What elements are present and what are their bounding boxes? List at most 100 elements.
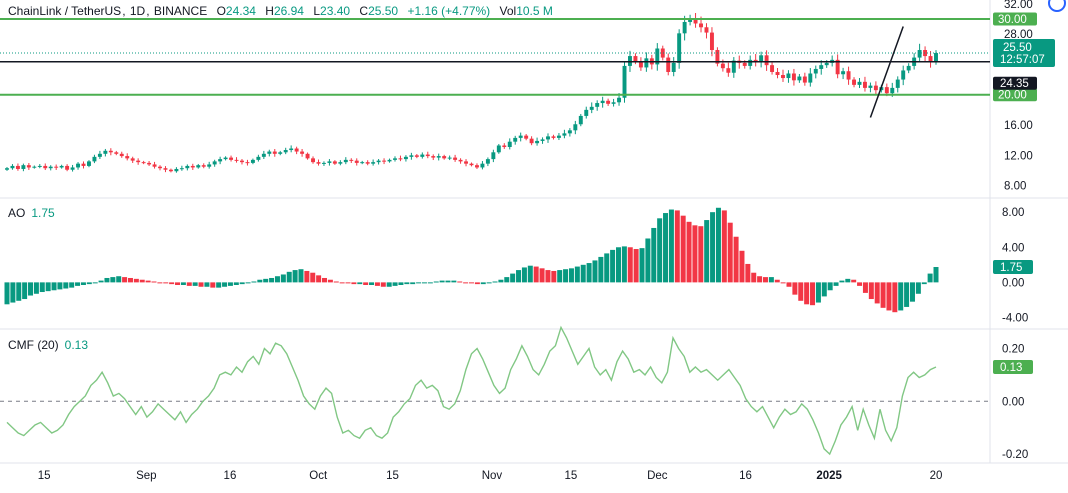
ao-bar (280, 274, 286, 283)
ao-bar (545, 270, 551, 283)
ao-bar (886, 282, 892, 311)
candle-body (638, 61, 643, 68)
ao-bar (580, 264, 586, 283)
ao-bar (674, 210, 680, 283)
time-tick-label: 20 (930, 470, 943, 482)
candle-body (15, 165, 20, 169)
ao-bar (63, 282, 69, 289)
candle-body (496, 145, 501, 153)
ao-bar (604, 253, 610, 283)
ao-bar (768, 277, 774, 283)
candle-body (21, 165, 26, 169)
support-price-label: 20.00 (998, 90, 1027, 102)
candle-body (753, 59, 758, 63)
candle-body (480, 163, 485, 168)
ao-bar (668, 209, 674, 283)
ao-bar (186, 282, 192, 286)
candle-body (846, 71, 851, 80)
ao-bar (692, 225, 698, 283)
candle-body (546, 136, 550, 140)
ao-bar (351, 282, 357, 285)
ao-bar (427, 282, 433, 284)
ao-bar (563, 269, 569, 283)
ao-bar (339, 282, 345, 284)
candle-body (464, 161, 469, 164)
candle-body (5, 168, 9, 170)
candle-body (628, 56, 632, 66)
ao-bar (69, 282, 75, 288)
ao-bar (122, 277, 128, 283)
ao-bar (568, 268, 574, 283)
ao-bar (663, 213, 669, 283)
ao-title[interactable]: AO 1.75 (8, 206, 55, 220)
ao-bar (404, 282, 410, 285)
time-tick-label: Oct (309, 470, 328, 482)
candle-body (562, 133, 567, 136)
ao-bar (909, 282, 915, 302)
time-tick-label: Sep (136, 470, 156, 482)
ao-bar (98, 280, 104, 283)
cmf-name: CMF (20) (8, 338, 59, 352)
change-value: +1.16 (+4.77%) (407, 4, 491, 18)
ao-tick-label: 0.00 (1002, 277, 1024, 289)
price-tick-label: 8.00 (1004, 181, 1026, 193)
candle-body (895, 79, 900, 88)
support-price-label-bg (993, 88, 1037, 102)
candle-body (507, 141, 512, 147)
ao-bar (715, 207, 721, 283)
ao-bar (33, 282, 39, 294)
ao-bar (510, 273, 516, 283)
candle-body (338, 162, 343, 164)
ao-bar (304, 270, 310, 283)
ao-bar (868, 282, 874, 300)
ao-tick-label: -4.00 (1002, 312, 1028, 324)
candle-body (917, 50, 922, 58)
candle-body (234, 159, 239, 161)
candle-body (32, 166, 37, 168)
candle-body (289, 148, 294, 151)
candle-body (731, 60, 736, 73)
candle-body (502, 145, 507, 147)
candle-body (136, 160, 141, 163)
ao-bar (592, 260, 598, 283)
candle-body (513, 137, 518, 142)
candle-body (92, 156, 97, 162)
candle-body (600, 100, 605, 104)
price-tick-label: 28.00 (1004, 29, 1033, 41)
exchange: BINANCE (153, 4, 208, 18)
ao-bar (821, 282, 827, 297)
candle-body (278, 152, 283, 154)
candle-body (179, 168, 184, 170)
candle-body (529, 138, 534, 144)
ao-bar (292, 270, 298, 283)
time-tick-label: 16 (224, 470, 237, 482)
candle-body (354, 160, 359, 163)
ao-bar (298, 269, 304, 283)
status-circle-icon[interactable] (1048, 0, 1066, 12)
candle-body (704, 27, 709, 33)
candle-body (125, 156, 130, 159)
cmf-line (6, 325, 937, 456)
symbol-name[interactable]: ChainLink / TetherUS (8, 4, 122, 18)
interval[interactable]: 1D (129, 4, 146, 18)
time-tick-label: 16 (739, 470, 752, 482)
ao-bar (833, 282, 839, 286)
time-tick-label: 2025 (816, 470, 842, 482)
candle-body (387, 159, 392, 162)
ao-bar (880, 282, 886, 308)
candle-body (606, 100, 611, 104)
price-tick-label: 16.00 (1004, 120, 1033, 132)
candle-body (141, 162, 146, 164)
candle-body (742, 62, 747, 66)
ao-bar (727, 222, 733, 283)
candle-body (245, 162, 250, 164)
candle-body (934, 53, 938, 62)
candle-body (371, 162, 376, 164)
candle-body (207, 164, 212, 167)
resistance-price-label-bg (993, 12, 1037, 26)
cmf-title[interactable]: CMF (20) 0.13 (8, 338, 88, 352)
candle-body (709, 32, 714, 51)
ao-bar (263, 278, 269, 283)
ao-bar (921, 282, 927, 285)
